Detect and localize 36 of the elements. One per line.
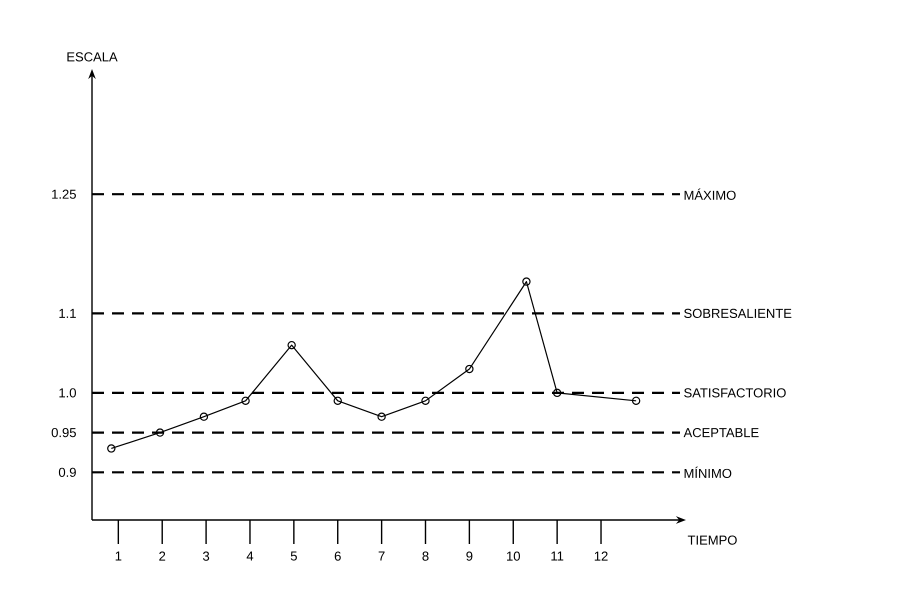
ref-line-label: SOBRESALIENTE [684,308,792,318]
ref-line-label: SATISFACTORIO [684,388,786,398]
point [287,340,296,350]
point [156,428,164,437]
x-tick-label: 4 [246,552,254,560]
ref-line-label: MÁXIMO [684,188,736,200]
point [200,412,208,421]
y-tick-label: 0.95 [52,428,76,438]
point [522,277,531,286]
x-tick-label: 8 [422,552,429,561]
x-tick-label: 6 [334,552,341,561]
x-tick-label: 3 [202,552,210,561]
point [377,412,386,421]
point [334,396,342,406]
x-tick-label: 9 [466,552,472,561]
y-tick-label: 1.1 [59,308,76,318]
point [421,396,430,406]
point [552,388,562,398]
ref-line-label: ACEPTABLE [684,428,759,438]
x-tick-label: 5 [290,552,297,561]
y-tick-label: 0.9 [58,468,76,477]
x-tick-label: 10 [507,552,520,561]
x-tick-label: 7 [378,552,385,560]
y-axis-title: ESCALA [67,52,118,62]
x-tick-label: 12 [594,552,608,561]
x-tick-label: 2 [159,552,166,561]
y-tick-label: 1.25 [52,190,76,199]
x-axis-title: TIEMPO [688,536,737,545]
ref-line-label: MÍNIMO [684,466,732,478]
point [241,396,250,406]
x-tick-label: 1 [116,552,122,560]
point [632,396,640,406]
x-tick-label: 11 [551,552,564,560]
point [465,364,474,374]
point [107,444,116,453]
y-tick-label: 1.0 [59,388,76,398]
